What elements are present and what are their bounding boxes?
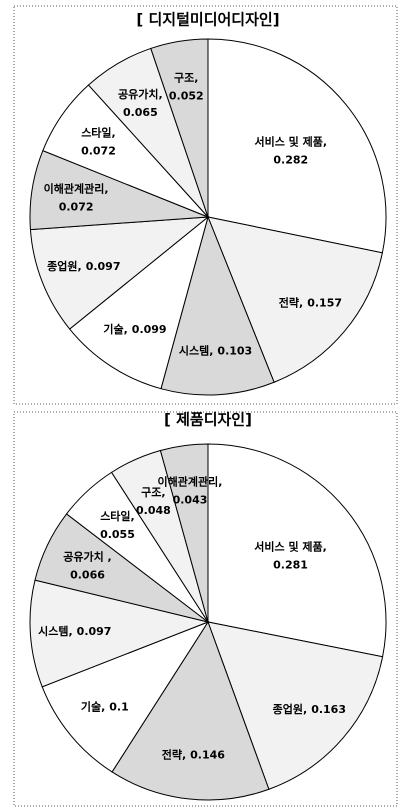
value-label: 0.097 (86, 260, 121, 273)
value-label: 0.065 (123, 106, 158, 119)
category-label: 서비스 및 제품, (254, 539, 327, 553)
slice-label: 서비스 및 제품, 0.281 (254, 539, 327, 571)
pie-slice (207, 443, 387, 658)
category-label: 공유가치, (118, 87, 163, 101)
slice-label: 구조, 0.048 (136, 486, 171, 517)
value-label: 0.157 (307, 297, 342, 310)
slice-label: 시스템, 0.103 (179, 343, 252, 357)
value-label: 0.281 (273, 558, 308, 571)
slice-label: 전략, 0.157 (279, 296, 342, 310)
chart-title: [ 제품디자인] (164, 411, 252, 429)
value-label: 0.099 (132, 323, 167, 336)
value-label: 0.097 (77, 625, 112, 638)
category-label: 종업원, (47, 259, 82, 273)
category-label: 공유가치 , (63, 550, 112, 564)
pie-slice (207, 38, 387, 254)
value-label: 0.072 (81, 145, 116, 158)
pie-slice (111, 620, 270, 801)
panel-border (13, 5, 398, 405)
category-label: 전략, (162, 748, 186, 762)
category-label: 스타일, (100, 509, 135, 523)
slice-label: 기술, 0.1 (81, 700, 129, 714)
value-label: 0.146 (190, 749, 225, 762)
slice-label: 스타일, 0.072 (81, 126, 116, 158)
pie-slice (159, 443, 209, 623)
category-label: 시스템, (38, 624, 73, 638)
slice-label: 시스템, 0.097 (38, 624, 111, 638)
pie-slice (41, 620, 210, 773)
slice-label: 공유가치, 0.065 (118, 87, 163, 119)
slice-label: 공유가치 , 0.066 (63, 550, 112, 582)
slice-label: 이해관계관리, 0.072 (44, 181, 109, 213)
value-label: 0.052 (169, 89, 204, 102)
panel-border (13, 411, 398, 807)
value-label: 0.1 (109, 701, 129, 714)
value-label: 0.043 (173, 494, 208, 507)
value-label: 0.072 (59, 200, 94, 213)
slice-label: 이해관계관리, 0.043 (158, 475, 223, 507)
slice-label: 전략, 0.146 (162, 748, 226, 762)
slice-label: 서비스 및 제품, 0.282 (254, 135, 327, 167)
value-label: 0.048 (136, 504, 171, 517)
category-label: 서비스 및 제품, (254, 135, 327, 149)
category-label: 기술, (81, 700, 105, 714)
pie-slice (160, 215, 275, 396)
category-label: 스타일, (81, 126, 116, 140)
value-label: 0.163 (311, 703, 346, 716)
category-label: 이해관계관리, (44, 181, 109, 195)
category-label: 전략, (279, 296, 303, 310)
chart-title: [ 디지털미디어디자인] (136, 11, 279, 29)
pie-slice (150, 38, 209, 218)
value-label: 0.103 (217, 344, 252, 357)
value-label: 0.055 (100, 528, 135, 541)
category-label: 종업원, (273, 702, 308, 716)
category-label: 구조, (141, 486, 165, 499)
category-label: 구조, (174, 71, 198, 84)
slice-label: 구조, 0.052 (169, 71, 204, 102)
slice-label: 종업원, 0.163 (273, 702, 346, 716)
category-label: 기술, (103, 322, 127, 336)
slice-label: 스타일, 0.055 (100, 509, 135, 541)
pie-slice (207, 621, 384, 790)
pie-slice (29, 216, 210, 330)
pie-slice (29, 579, 210, 688)
category-label: 이해관계관리, (158, 475, 223, 489)
slice-label: 기술, 0.099 (103, 322, 166, 336)
value-label: 0.066 (70, 569, 105, 582)
pie-slice (207, 216, 383, 383)
slice-label: 종업원, 0.097 (47, 259, 120, 273)
category-label: 시스템, (179, 343, 214, 357)
pie-slice (68, 215, 209, 390)
value-label: 0.282 (273, 154, 308, 167)
